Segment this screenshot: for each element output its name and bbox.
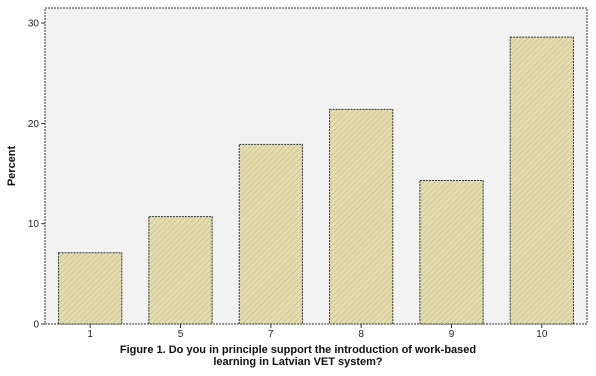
bar-8 (329, 108, 394, 325)
y-axis: 0 10 20 30 (28, 19, 45, 331)
caption-line-1: Figure 1. Do you in principle support th… (119, 344, 477, 356)
figure-caption: Figure 1. Do you in principle support th… (0, 344, 596, 368)
y-axis-label: Percent (6, 145, 18, 186)
y-tick-label: 20 (28, 119, 40, 130)
y-tick-label: 10 (28, 219, 40, 230)
bar-10 (509, 36, 574, 325)
caption-line-2: learning in Latvian VET system? (213, 356, 383, 368)
bar-5 (148, 216, 213, 325)
y-tick-label: 30 (28, 19, 40, 30)
plot-area (44, 7, 588, 325)
bar-7 (238, 143, 303, 325)
x-axis: 1 5 7 8 9 10 (87, 324, 548, 340)
bar-9 (419, 180, 484, 325)
x-tick-label: 8 (358, 329, 364, 340)
x-tick-label: 9 (449, 329, 455, 340)
x-tick-label: 10 (536, 329, 548, 340)
x-tick-label: 1 (87, 329, 93, 340)
x-tick-label: 7 (268, 329, 274, 340)
y-tick-label: 0 (33, 320, 39, 331)
bar-chart: 0 10 20 30 1 5 7 8 9 10 Percent (6, 7, 588, 340)
x-tick-label: 5 (178, 329, 184, 340)
bars-group (58, 36, 574, 325)
bar-1 (58, 252, 123, 325)
